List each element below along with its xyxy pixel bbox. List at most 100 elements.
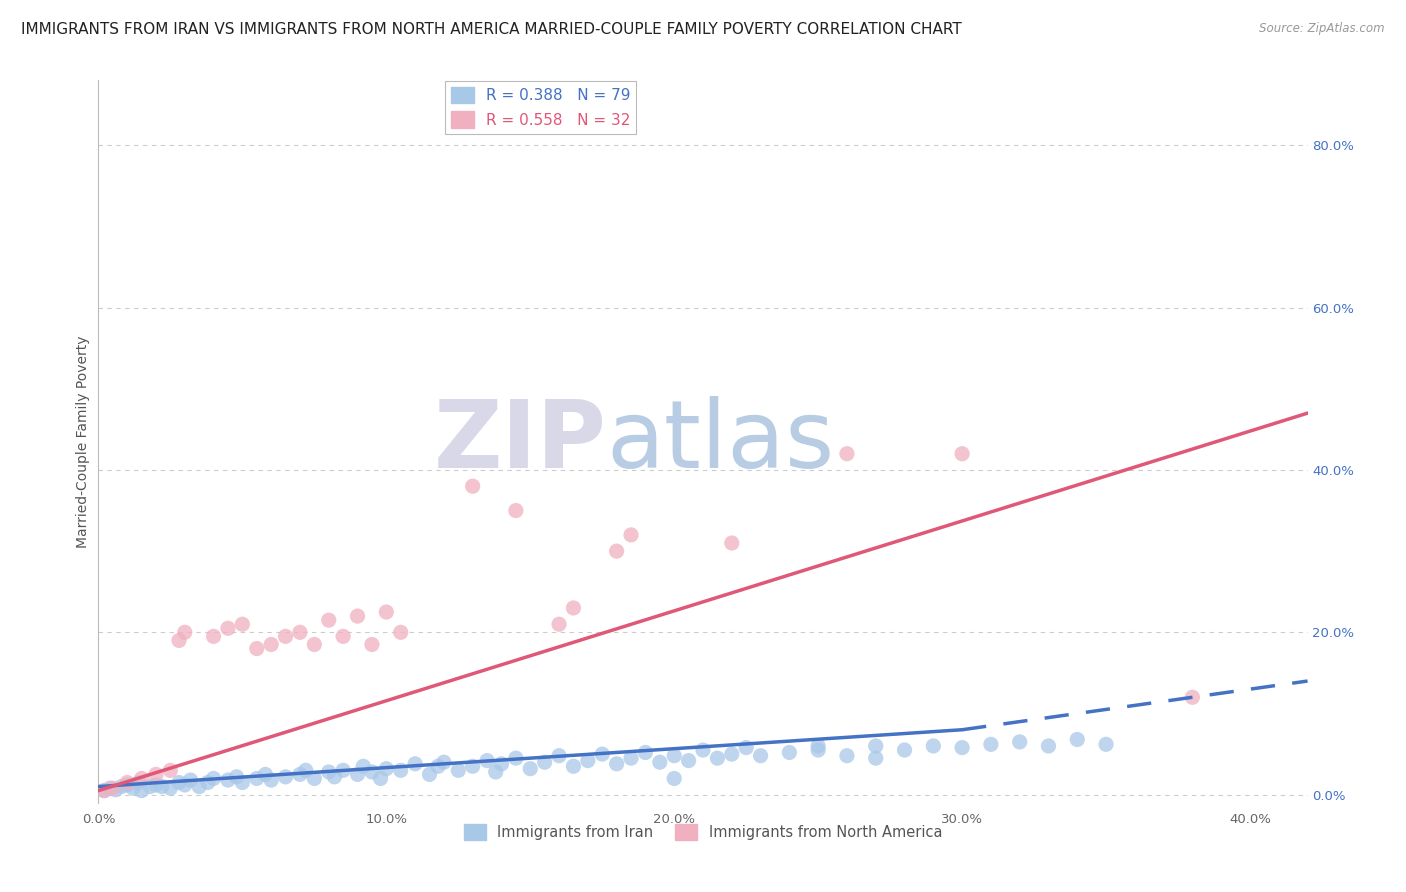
Point (323, 770, 346, 784)
Point (447, 764, 470, 778)
Point (664, 748, 686, 763)
Point (606, 756, 628, 771)
Point (145, 778, 167, 792)
Point (150, 780, 173, 794)
Point (167, 775, 190, 789)
Point (361, 638, 384, 652)
Point (93, 783, 115, 797)
Point (548, 748, 571, 763)
Point (778, 746, 800, 760)
Point (735, 740, 758, 755)
Text: atlas: atlas (606, 395, 835, 488)
Point (1095, 737, 1118, 751)
Point (720, 536, 742, 550)
Point (332, 764, 354, 778)
Point (274, 629, 297, 643)
Point (115, 775, 138, 789)
Point (865, 751, 887, 765)
Point (217, 621, 239, 635)
Point (304, 638, 326, 652)
Text: Source: ZipAtlas.com: Source: ZipAtlas.com (1260, 22, 1385, 36)
Point (576, 754, 599, 768)
Point (749, 748, 772, 763)
Point (620, 751, 643, 765)
Point (1181, 690, 1204, 705)
Point (115, 778, 138, 792)
Point (807, 743, 830, 757)
Point (101, 781, 124, 796)
Point (1038, 739, 1060, 753)
Point (145, 767, 167, 781)
Point (485, 764, 508, 779)
Point (246, 641, 269, 656)
Point (131, 772, 153, 786)
Point (260, 638, 283, 652)
Point (620, 528, 643, 542)
Point (865, 739, 887, 753)
Point (562, 759, 585, 773)
Point (562, 601, 585, 615)
Point (591, 747, 613, 761)
Point (893, 743, 915, 757)
Point (197, 775, 219, 789)
Point (254, 767, 277, 781)
Point (1066, 732, 1088, 747)
Point (274, 770, 297, 784)
Point (1008, 735, 1031, 749)
Point (664, 772, 686, 786)
Point (93, 783, 115, 797)
Point (835, 447, 858, 461)
Point (225, 770, 247, 784)
Point (634, 746, 657, 760)
Point (246, 772, 269, 786)
Point (346, 609, 368, 624)
Text: IMMIGRANTS FROM IRAN VS IMMIGRANTS FROM NORTH AMERICA MARRIED-COUPLE FAMILY POVE: IMMIGRANTS FROM IRAN VS IMMIGRANTS FROM … (21, 22, 962, 37)
Point (461, 759, 484, 773)
Point (692, 743, 714, 757)
Point (404, 756, 426, 771)
Point (433, 755, 456, 769)
Point (950, 447, 973, 461)
Point (288, 767, 311, 781)
Point (389, 625, 412, 640)
Point (491, 756, 513, 771)
Point (648, 755, 671, 769)
Point (180, 773, 202, 788)
Point (835, 748, 858, 763)
Point (950, 740, 973, 755)
Point (173, 625, 195, 640)
Point (110, 780, 132, 794)
Point (159, 764, 181, 778)
Point (427, 759, 450, 773)
Point (122, 781, 145, 796)
Point (217, 773, 239, 788)
Point (922, 739, 945, 753)
Point (533, 755, 555, 769)
Point (807, 739, 830, 753)
Point (159, 781, 181, 796)
Point (519, 762, 541, 776)
Point (231, 617, 253, 632)
Point (318, 613, 340, 627)
Point (167, 633, 190, 648)
Point (352, 759, 374, 773)
Point (288, 625, 311, 640)
Point (202, 629, 225, 643)
Point (678, 754, 700, 768)
Point (418, 767, 440, 781)
Legend: Immigrants from Iran, Immigrants from North America: Immigrants from Iran, Immigrants from No… (458, 819, 948, 847)
Point (173, 778, 195, 792)
Point (294, 764, 316, 778)
Point (131, 783, 153, 797)
Point (104, 782, 127, 797)
Point (461, 479, 484, 493)
Point (304, 772, 326, 786)
Point (980, 737, 1002, 751)
Point (202, 772, 225, 786)
Point (98, 781, 121, 796)
Point (706, 751, 728, 765)
Point (370, 772, 392, 786)
Point (361, 764, 384, 779)
Point (128, 775, 150, 789)
Point (346, 767, 368, 781)
